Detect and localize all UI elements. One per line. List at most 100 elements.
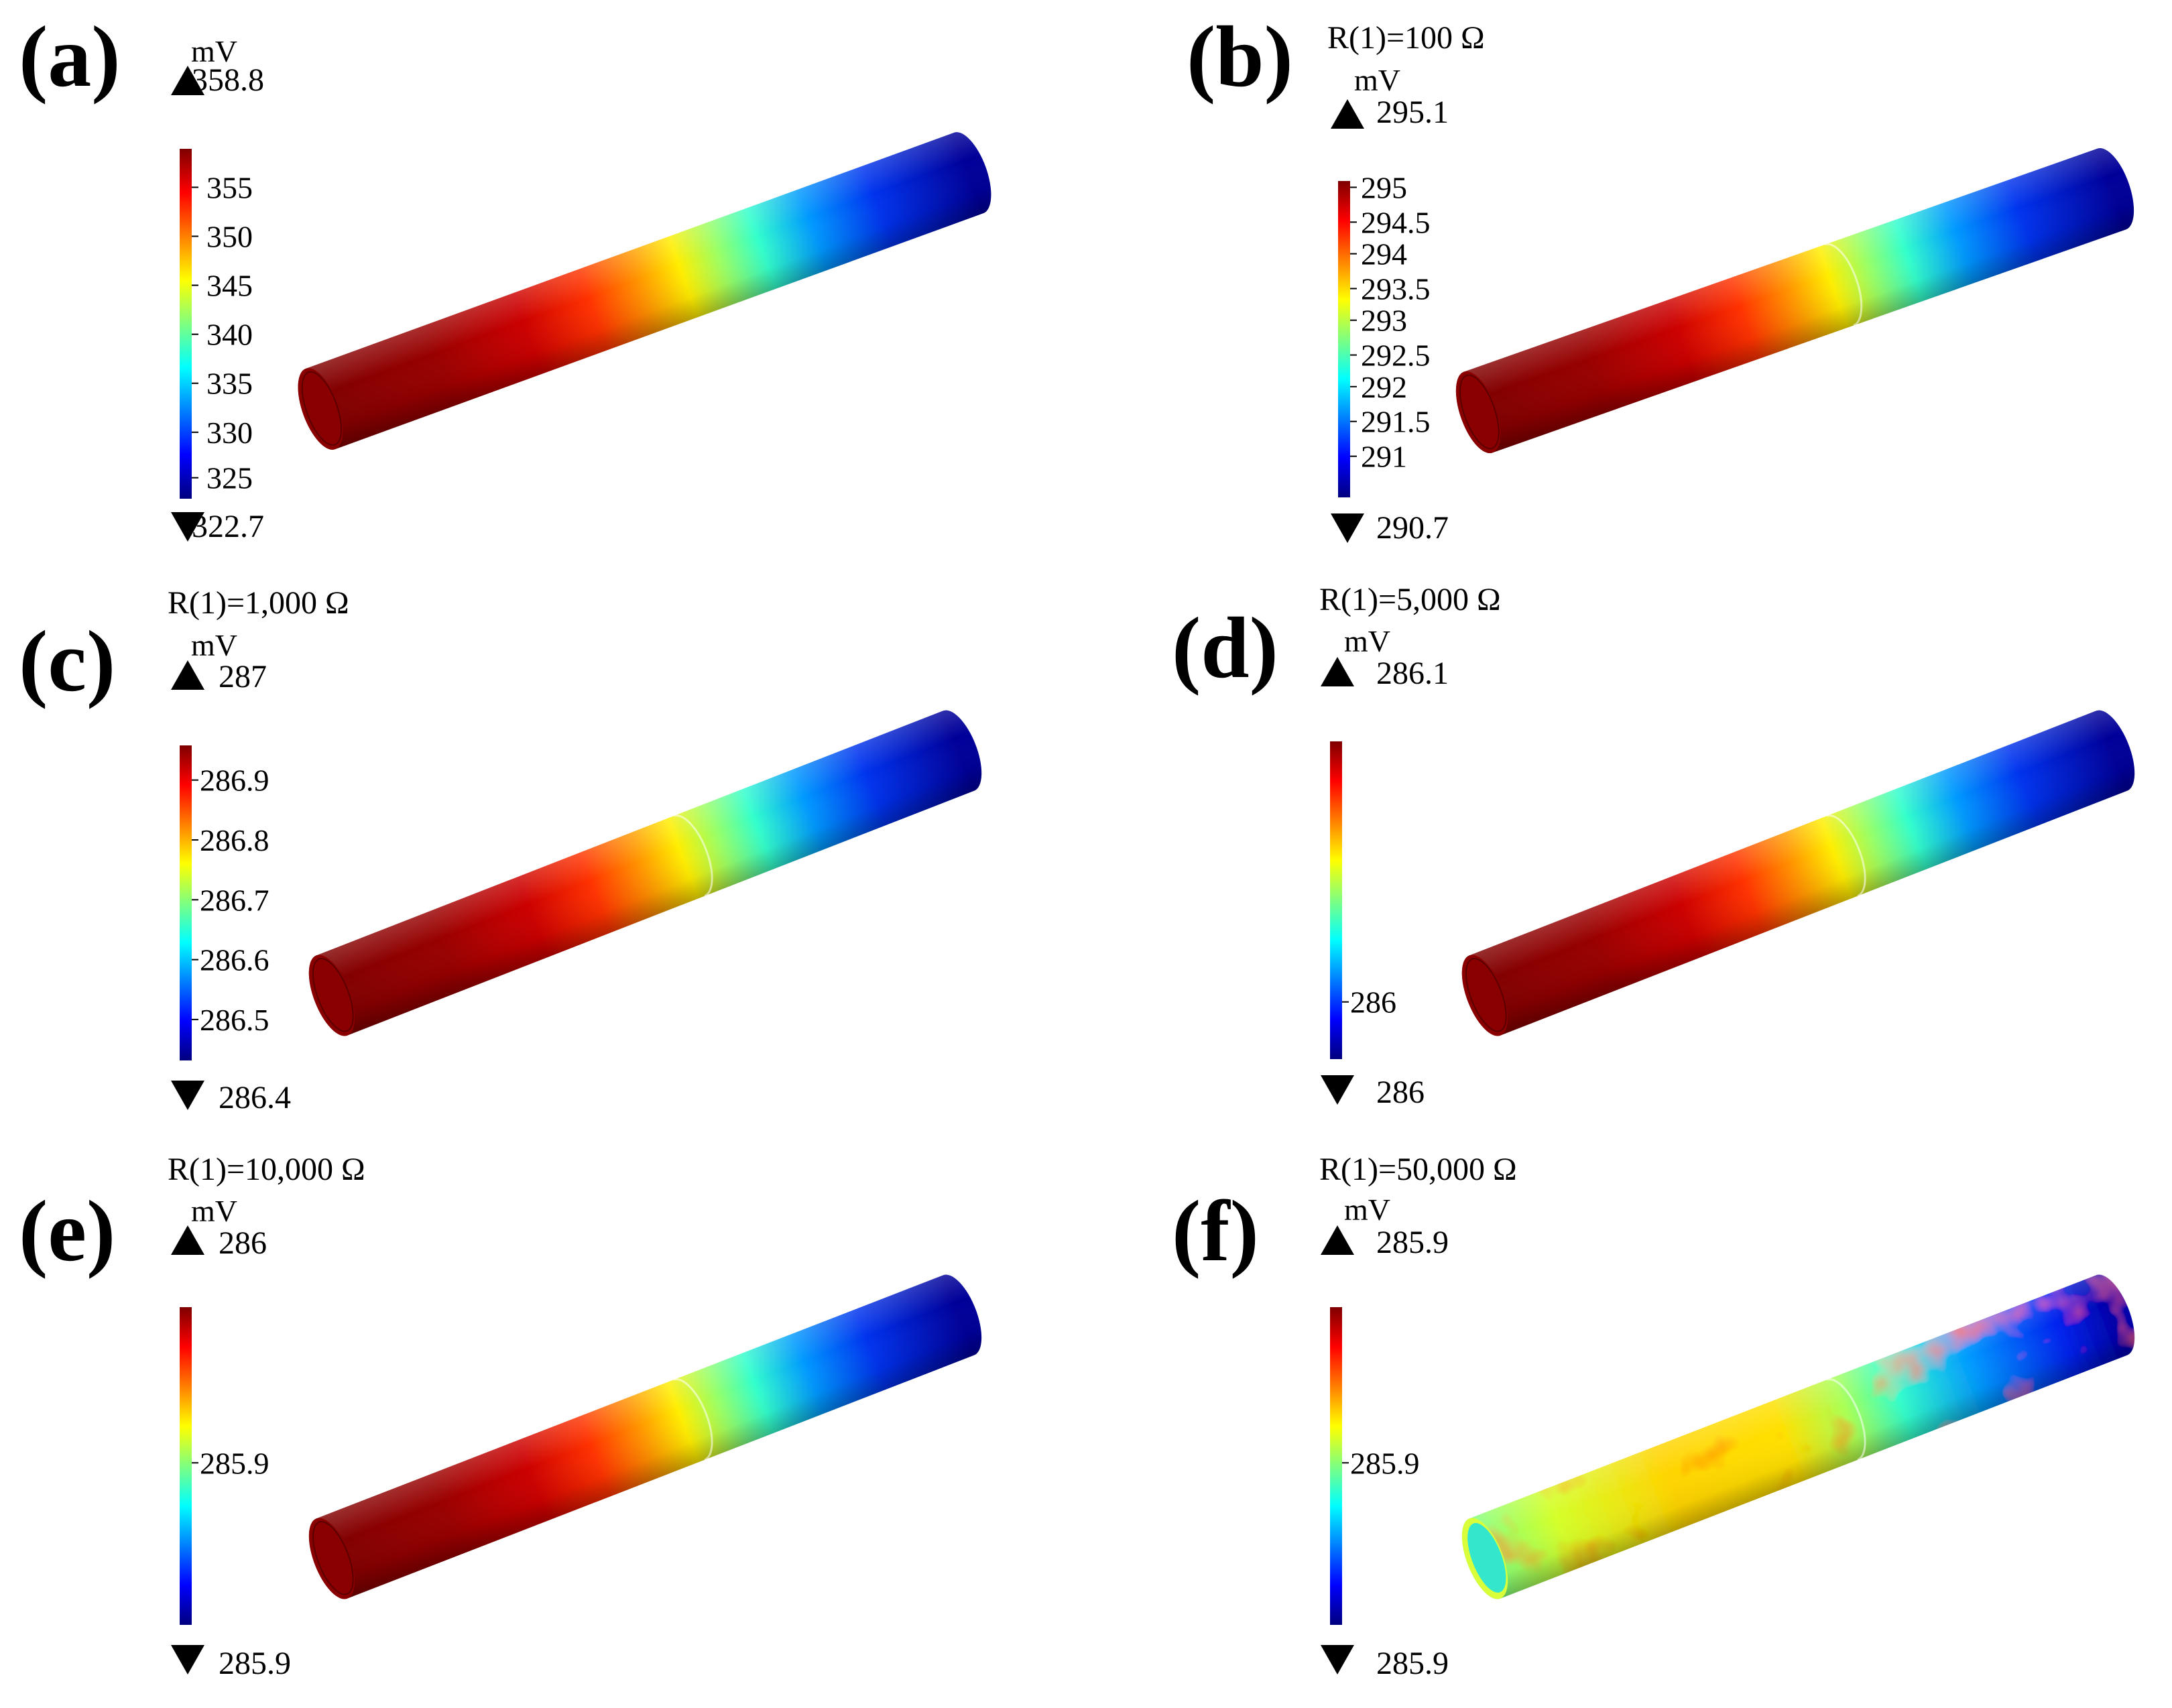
min-triangle-icon	[171, 1081, 204, 1110]
panel-label: (d)	[1172, 600, 1278, 696]
colorbar	[180, 745, 192, 1060]
unit-label: mV	[1344, 1193, 1390, 1227]
panel-label: (f)	[1172, 1183, 1259, 1280]
colorbar-tick-label: 325	[206, 461, 253, 495]
rod-end-hollow	[1467, 1522, 1506, 1593]
resistance-caption: R(1)=1,000 Ω	[168, 585, 349, 621]
resistance-caption: R(1)=5,000 Ω	[1319, 582, 1501, 617]
colorbar-tick-label: 293.5	[1361, 271, 1431, 306]
min-triangle-icon	[1331, 513, 1364, 543]
max-triangle-icon	[1331, 99, 1364, 129]
rod-cylinder	[1461, 1274, 2135, 1599]
unit-label: mV	[191, 34, 237, 68]
rod-end-rim	[301, 371, 343, 446]
colorbar-tick-label: 286.7	[200, 883, 269, 917]
colorbar-tick-label: 294	[1361, 237, 1407, 271]
max-value: 285.9	[1376, 1225, 1449, 1260]
colorbar-tick-label: 340	[206, 318, 253, 352]
max-triangle-icon	[171, 1225, 204, 1255]
rod-cylinder	[308, 1274, 982, 1599]
resistance-caption: R(1)=10,000 Ω	[168, 1152, 365, 1187]
colorbar-tick-label: 292	[1361, 370, 1407, 404]
unit-label: mV	[1344, 624, 1390, 658]
rod-junction-line	[673, 814, 713, 897]
colorbar-tick-label: 286.5	[200, 1003, 269, 1037]
rod-junction-line	[1826, 1378, 1866, 1461]
rod-cylinder	[1455, 148, 2134, 454]
max-value: 295.1	[1376, 95, 1449, 130]
rod-end-cap	[1455, 371, 1501, 454]
unit-label: mV	[191, 628, 237, 662]
rod-cylinder	[298, 132, 991, 450]
colorbar-tick-label: 286.9	[200, 764, 269, 798]
panel-label: (b)	[1187, 9, 1293, 105]
colorbar-tick-label: 355	[206, 170, 253, 204]
unit-label: mV	[1354, 63, 1400, 97]
max-value: 358.8	[192, 62, 264, 98]
max-triangle-icon	[171, 660, 204, 690]
colorbar	[1338, 181, 1350, 497]
min-triangle-icon	[1321, 1645, 1354, 1674]
max-triangle-icon	[1321, 657, 1354, 686]
min-triangle-icon	[171, 1645, 204, 1674]
rod-end-rim	[312, 1520, 354, 1595]
resistance-caption: R(1)=100 Ω	[1327, 20, 1485, 56]
unit-label: mV	[191, 1194, 237, 1228]
colorbar-tick-label: 286.6	[200, 943, 269, 977]
max-value: 286	[219, 1225, 267, 1261]
rod-end-cap	[298, 368, 343, 450]
colorbar-tick-label: 285.9	[200, 1446, 269, 1480]
colorbar-tick-label: 291.5	[1361, 405, 1431, 439]
rod-end-cap	[308, 955, 355, 1036]
rod-end-rim	[312, 957, 354, 1032]
colorbar-tick-label: 293	[1361, 304, 1407, 338]
rod-end-rim	[1459, 374, 1500, 450]
colorbar-tick-label: 345	[206, 269, 253, 303]
colorbar-tick-label: 330	[206, 416, 253, 450]
resistance-caption: R(1)=50,000 Ω	[1319, 1152, 1517, 1187]
min-value: 322.7	[192, 509, 264, 544]
rod-shading	[308, 1274, 982, 1599]
rod-cylinder	[1461, 710, 2135, 1036]
min-value: 285.9	[1376, 1646, 1449, 1681]
panel-label: (c)	[19, 613, 115, 710]
colorbar-tick-label: 291	[1361, 440, 1407, 474]
colorbar	[180, 149, 192, 499]
rod-junction-line	[1824, 243, 1863, 326]
colorbar	[1330, 1307, 1342, 1625]
min-value: 286	[1376, 1075, 1425, 1110]
rod-end-rim	[1465, 957, 1507, 1032]
rod-end-cap	[1461, 955, 1508, 1036]
rod-junction-line	[673, 1378, 713, 1461]
min-value: 290.7	[1376, 510, 1449, 546]
rod-shading	[308, 710, 982, 1036]
min-value: 285.9	[219, 1646, 291, 1681]
rod-cylinder	[308, 710, 982, 1036]
min-triangle-icon	[1321, 1075, 1354, 1105]
min-value: 286.4	[219, 1080, 291, 1115]
max-triangle-icon	[171, 66, 204, 95]
min-triangle-icon	[171, 512, 204, 542]
colorbar-tick-label: 285.9	[1350, 1446, 1420, 1480]
colorbar-tick-label: 292.5	[1361, 339, 1431, 373]
panel-label: (a)	[19, 9, 121, 105]
colorbar-tick-label: 350	[206, 220, 253, 254]
max-value: 287	[219, 659, 267, 694]
colorbar-tick-label: 286.8	[200, 823, 269, 857]
panel-label: (e)	[19, 1183, 115, 1280]
rod-shading	[1455, 148, 2134, 453]
colorbar-tick-label: 294.5	[1361, 205, 1431, 239]
colorbar-tick-label: 335	[206, 367, 253, 401]
rod-junction-line	[1826, 814, 1866, 897]
rod-shading	[298, 132, 991, 450]
colorbar-tick-label: 295	[1361, 170, 1407, 204]
colorbar	[1330, 741, 1342, 1059]
colorbar-tick-label: 286	[1350, 985, 1396, 1020]
